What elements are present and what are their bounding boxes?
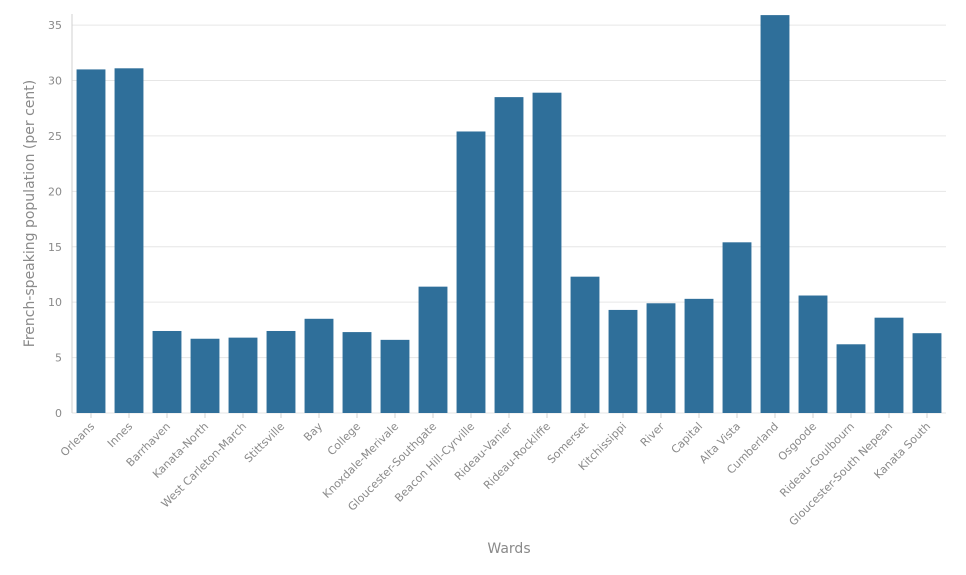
y-tick-label: 20: [48, 185, 62, 198]
bar: [380, 339, 410, 413]
bar: [304, 318, 334, 413]
y-axis-title: French-speaking population (per cent): [22, 80, 38, 347]
bar: [760, 15, 790, 413]
x-tick-label: Stittsville: [242, 420, 288, 466]
y-tick-label: 35: [48, 19, 62, 32]
bars: [76, 15, 942, 414]
y-tick-label: 0: [55, 407, 62, 420]
y-tick-label: 5: [55, 352, 62, 365]
x-axis-title: Wards: [487, 541, 530, 557]
x-tick-label: Orleans: [58, 420, 97, 459]
bar: [570, 276, 600, 413]
bar: [418, 286, 448, 413]
bar: [532, 92, 562, 414]
bar: [342, 332, 372, 413]
bar: [266, 330, 296, 413]
bar: [494, 97, 524, 413]
y-tick-label: 15: [48, 241, 62, 254]
x-tick-label: Capital: [669, 420, 705, 456]
bar: [912, 333, 942, 413]
bar: [190, 338, 220, 413]
bar: [456, 131, 486, 413]
bar: [874, 317, 904, 413]
bar: [798, 295, 828, 413]
bar: [836, 344, 866, 413]
x-tick-label: Bay: [301, 420, 325, 444]
x-tick-label: College: [325, 420, 363, 458]
bar: [76, 69, 106, 414]
y-tick-label: 10: [48, 296, 62, 309]
bar: [684, 298, 714, 413]
bar: [608, 309, 638, 413]
x-tick-label: River: [638, 420, 668, 450]
bar: [228, 337, 258, 413]
bar: [152, 330, 182, 413]
bar: [114, 68, 144, 413]
y-tick-label: 25: [48, 130, 62, 143]
y-axis-ticks: 0 5 10 15 20 25 30 35: [48, 19, 62, 420]
y-tick-label: 30: [48, 75, 62, 88]
bar: [646, 303, 676, 413]
x-tick-label: Rideau-Rockliffe: [481, 420, 553, 492]
x-tick-label: Innes: [105, 420, 135, 450]
bar: [722, 242, 752, 413]
